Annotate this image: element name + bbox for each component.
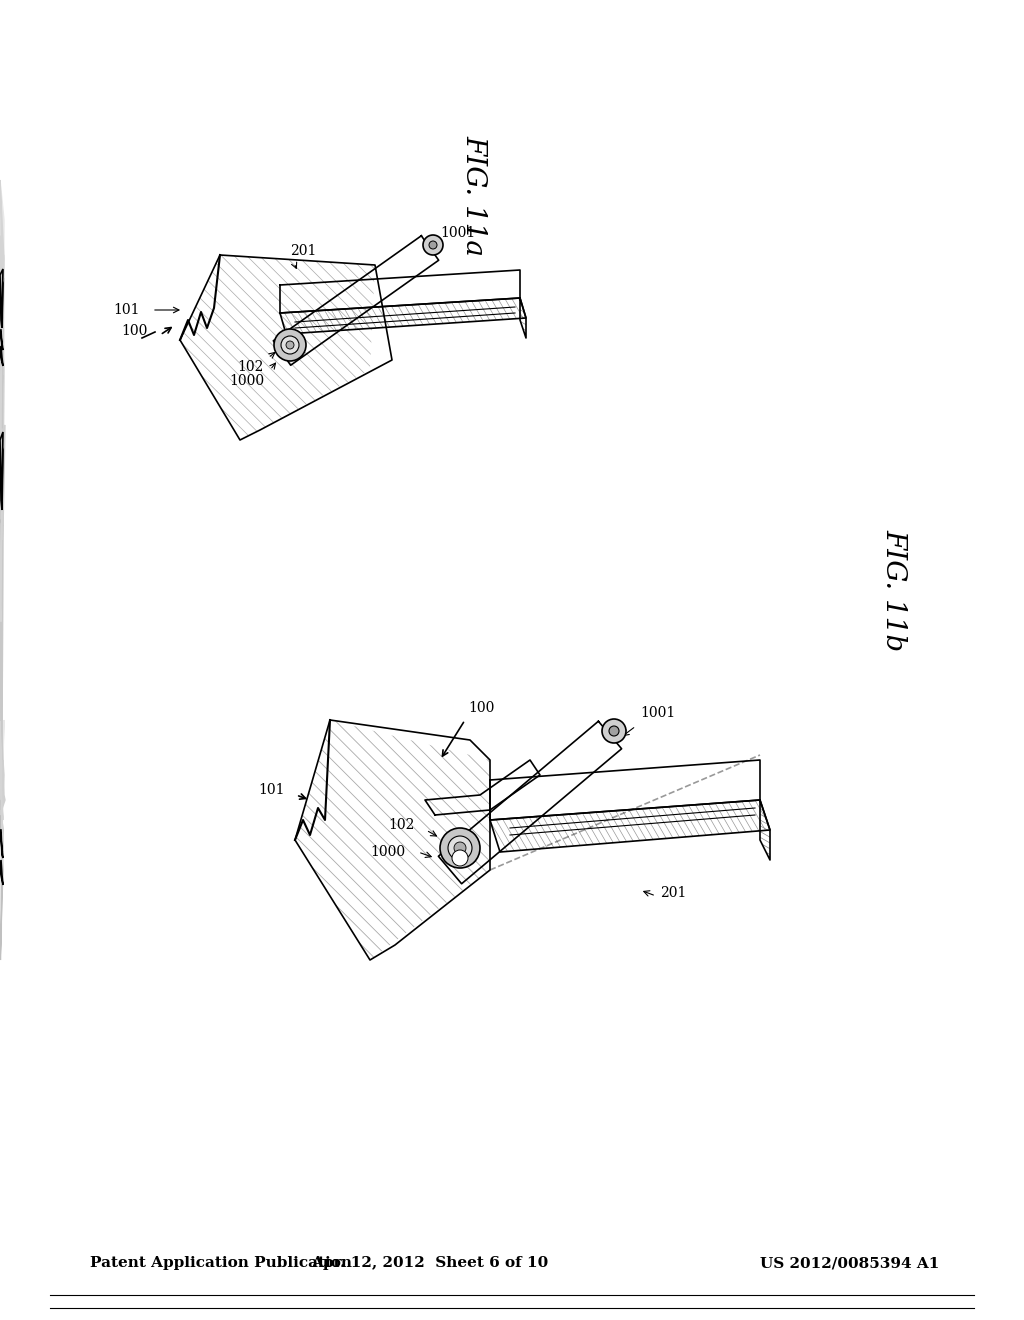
Text: 102: 102: [389, 818, 415, 832]
Text: Patent Application Publication: Patent Application Publication: [90, 1257, 352, 1270]
Circle shape: [454, 842, 466, 854]
Text: 1001: 1001: [640, 706, 675, 719]
Text: 1000: 1000: [229, 374, 264, 388]
Circle shape: [281, 337, 299, 354]
Polygon shape: [0, 180, 4, 375]
Polygon shape: [0, 719, 4, 840]
Text: 101: 101: [114, 304, 140, 317]
Text: FIG. 11a: FIG. 11a: [460, 135, 487, 256]
Text: 100: 100: [122, 323, 148, 338]
Circle shape: [449, 836, 472, 861]
Polygon shape: [0, 255, 4, 341]
Polygon shape: [0, 294, 4, 490]
Polygon shape: [0, 298, 3, 334]
Polygon shape: [0, 273, 3, 438]
Polygon shape: [0, 490, 3, 770]
Polygon shape: [0, 425, 5, 540]
Circle shape: [609, 726, 618, 737]
Polygon shape: [0, 432, 3, 488]
Polygon shape: [0, 360, 3, 440]
Polygon shape: [0, 861, 3, 884]
Polygon shape: [0, 800, 3, 861]
Text: 102: 102: [238, 360, 264, 374]
Polygon shape: [0, 298, 3, 338]
Polygon shape: [0, 490, 3, 760]
Polygon shape: [0, 719, 4, 960]
Polygon shape: [0, 760, 3, 820]
Polygon shape: [0, 240, 3, 392]
Polygon shape: [0, 271, 3, 313]
Text: 100: 100: [468, 701, 495, 715]
Polygon shape: [0, 346, 3, 366]
Polygon shape: [0, 330, 3, 350]
Polygon shape: [0, 255, 4, 440]
Circle shape: [423, 235, 443, 255]
Polygon shape: [0, 180, 4, 375]
Polygon shape: [0, 800, 3, 851]
Circle shape: [274, 329, 306, 360]
Polygon shape: [0, 721, 3, 884]
Polygon shape: [0, 370, 3, 510]
Polygon shape: [0, 280, 3, 525]
Polygon shape: [0, 438, 3, 622]
Polygon shape: [0, 236, 3, 366]
Circle shape: [286, 341, 294, 348]
Text: 201: 201: [290, 244, 316, 257]
Polygon shape: [0, 520, 3, 525]
Text: 201: 201: [660, 886, 686, 900]
Circle shape: [429, 242, 437, 249]
Circle shape: [452, 850, 468, 866]
Polygon shape: [0, 760, 5, 814]
Polygon shape: [0, 275, 3, 327]
Text: 1001: 1001: [440, 226, 475, 240]
Polygon shape: [0, 830, 3, 858]
Polygon shape: [0, 294, 4, 490]
Text: FIG. 11b: FIG. 11b: [880, 529, 907, 651]
Polygon shape: [0, 440, 3, 510]
Polygon shape: [0, 760, 3, 770]
Text: 101: 101: [258, 783, 285, 797]
Circle shape: [602, 719, 626, 743]
Text: 1000: 1000: [370, 845, 406, 859]
Circle shape: [440, 828, 480, 869]
Polygon shape: [0, 269, 3, 314]
Text: US 2012/0085394 A1: US 2012/0085394 A1: [760, 1257, 939, 1270]
Text: Apr. 12, 2012  Sheet 6 of 10: Apr. 12, 2012 Sheet 6 of 10: [311, 1257, 549, 1270]
Polygon shape: [0, 855, 3, 960]
Polygon shape: [0, 280, 3, 520]
